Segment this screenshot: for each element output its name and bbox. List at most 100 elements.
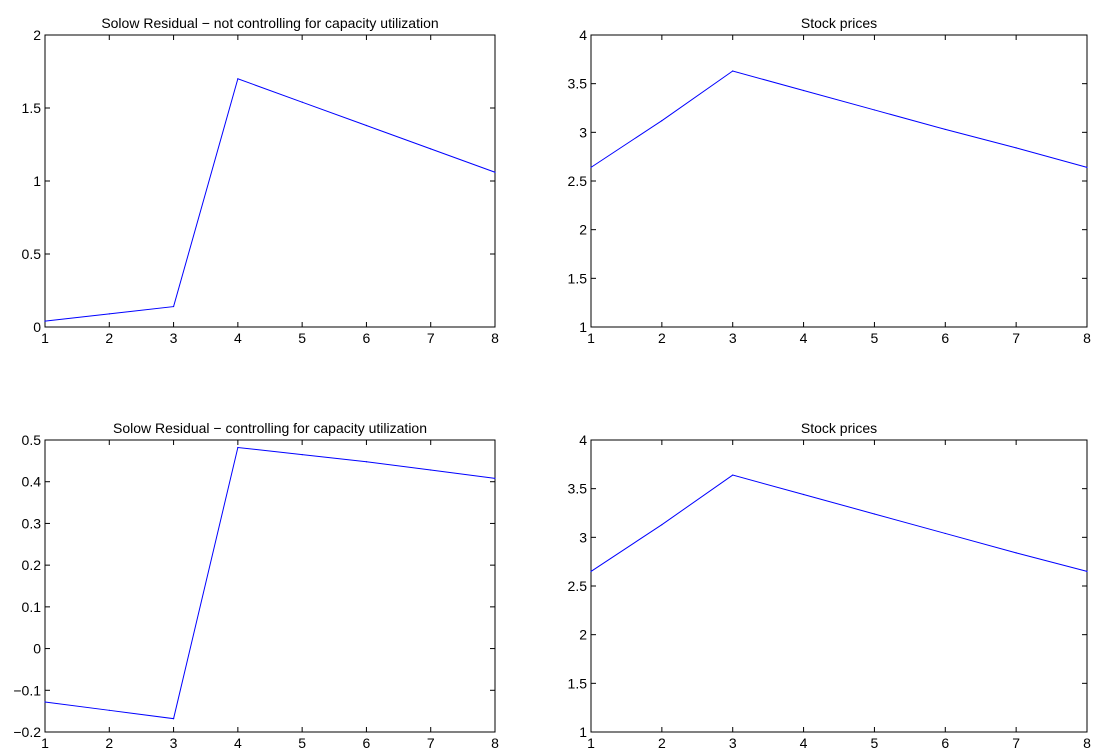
chart-title: Solow Residual − not controlling for cap…	[101, 15, 438, 31]
y-tick-label: 2.5	[568, 173, 588, 189]
x-tick-label: 4	[234, 330, 242, 346]
data-point	[590, 570, 592, 573]
x-tick-label: 2	[658, 330, 666, 346]
y-tick-label: −0.1	[13, 682, 41, 698]
data-point	[172, 718, 175, 720]
chart-title: Solow Residual − controlling for capacit…	[113, 420, 427, 436]
chart-panel-2: Stock prices 1 2 3 4 5 6 7 8 1 1.5 2 2.5 3 3.5 4	[568, 15, 1092, 346]
data-point	[430, 469, 432, 471]
y-tick-label: 3	[579, 124, 587, 140]
data-point	[1015, 147, 1017, 149]
x-tick-label: 8	[1083, 330, 1091, 346]
y-tick-label: 0.1	[22, 599, 42, 615]
x-tick-label: 5	[871, 735, 879, 751]
y-tick-label: 2	[33, 27, 41, 43]
x-tick-label: 7	[1012, 735, 1020, 751]
data-point	[661, 524, 663, 526]
data-point	[802, 89, 805, 92]
y-tick-label: 1.5	[22, 100, 42, 116]
x-tick-label: 8	[1083, 735, 1091, 751]
x-tick-label: 4	[800, 735, 808, 751]
y-tick-label: 1	[579, 319, 587, 335]
chart-title: Stock prices	[801, 420, 877, 436]
data-point	[732, 70, 734, 72]
x-tick-label: 6	[941, 330, 949, 346]
x-tick-label: 1	[41, 330, 49, 346]
y-tick-label: 3.5	[568, 76, 588, 92]
y-tick-label: 4	[579, 27, 587, 43]
data-point	[44, 320, 46, 322]
data-point	[44, 701, 46, 703]
x-tick-label: 1	[41, 735, 49, 751]
data-point	[590, 166, 592, 168]
x-tick-label: 6	[363, 735, 371, 751]
data-point	[873, 109, 876, 111]
x-tick-label: 4	[800, 330, 808, 346]
x-tick-label: 5	[298, 330, 306, 346]
plot-area	[44, 439, 496, 733]
y-tick-label: −0.2	[13, 724, 41, 740]
x-tick-label: 6	[363, 330, 371, 346]
x-tick-label: 2	[658, 735, 666, 751]
x-tick-label: 3	[170, 735, 178, 751]
y-tick-label: 1	[33, 173, 41, 189]
series-line	[44, 446, 496, 720]
chart-panel-1: Solow Residual − not controlling for cap…	[22, 15, 500, 346]
y-tick-label: 3.5	[568, 481, 588, 497]
data-point	[365, 124, 368, 127]
y-tick-label: 0.2	[22, 557, 42, 573]
plot-area	[44, 34, 496, 328]
x-tick-label: 1	[587, 735, 595, 751]
data-point	[301, 454, 303, 456]
data-point	[365, 461, 368, 463]
x-tick-label: 8	[491, 330, 499, 346]
data-point	[1086, 570, 1088, 573]
series-line	[590, 70, 1088, 168]
x-tick-label: 7	[1012, 330, 1020, 346]
x-tick-label: 1	[587, 330, 595, 346]
data-point	[494, 171, 496, 173]
data-point	[661, 120, 663, 122]
x-tick-label: 3	[170, 330, 178, 346]
data-point	[873, 513, 876, 515]
series-line	[44, 78, 496, 322]
data-point	[1015, 552, 1017, 554]
x-tick-label: 5	[298, 735, 306, 751]
data-point	[944, 128, 946, 131]
data-point	[237, 446, 239, 449]
x-tick-label: 5	[871, 330, 879, 346]
x-tick-label: 2	[105, 735, 113, 751]
data-point	[237, 78, 239, 80]
chart-panel-3: Solow Residual − controlling for capacit…	[13, 420, 499, 751]
y-tick-label: 0.4	[22, 474, 42, 490]
x-tick-label: 8	[491, 735, 499, 751]
data-point	[430, 148, 432, 150]
y-tick-label: 4	[579, 432, 587, 448]
x-tick-label: 3	[729, 330, 737, 346]
y-tick-label: 0	[33, 641, 41, 657]
y-tick-label: 0.5	[22, 432, 42, 448]
data-point	[301, 101, 303, 103]
y-tick-label: 2	[579, 627, 587, 643]
data-point	[802, 493, 805, 496]
data-point	[172, 305, 175, 308]
x-tick-label: 6	[941, 735, 949, 751]
x-tick-label: 4	[234, 735, 242, 751]
y-tick-label: 2	[579, 222, 587, 238]
chart-panel-4: Stock prices 1 2 3 4 5 6 7 8 1 1.5 2 2.5 3 3.5 4	[568, 420, 1092, 751]
series-line	[590, 474, 1088, 572]
data-point	[1086, 166, 1088, 168]
y-tick-label: 1.5	[568, 675, 588, 691]
chart-title: Stock prices	[801, 15, 877, 31]
x-tick-label: 7	[427, 330, 435, 346]
y-tick-label: 0	[33, 319, 41, 335]
data-point	[108, 709, 110, 711]
plot-area	[590, 439, 1088, 733]
data-point	[732, 474, 734, 476]
data-point	[494, 477, 496, 479]
x-tick-label: 3	[729, 735, 737, 751]
data-point	[944, 532, 946, 535]
data-point	[108, 313, 110, 315]
y-tick-label: 1.5	[568, 270, 588, 286]
